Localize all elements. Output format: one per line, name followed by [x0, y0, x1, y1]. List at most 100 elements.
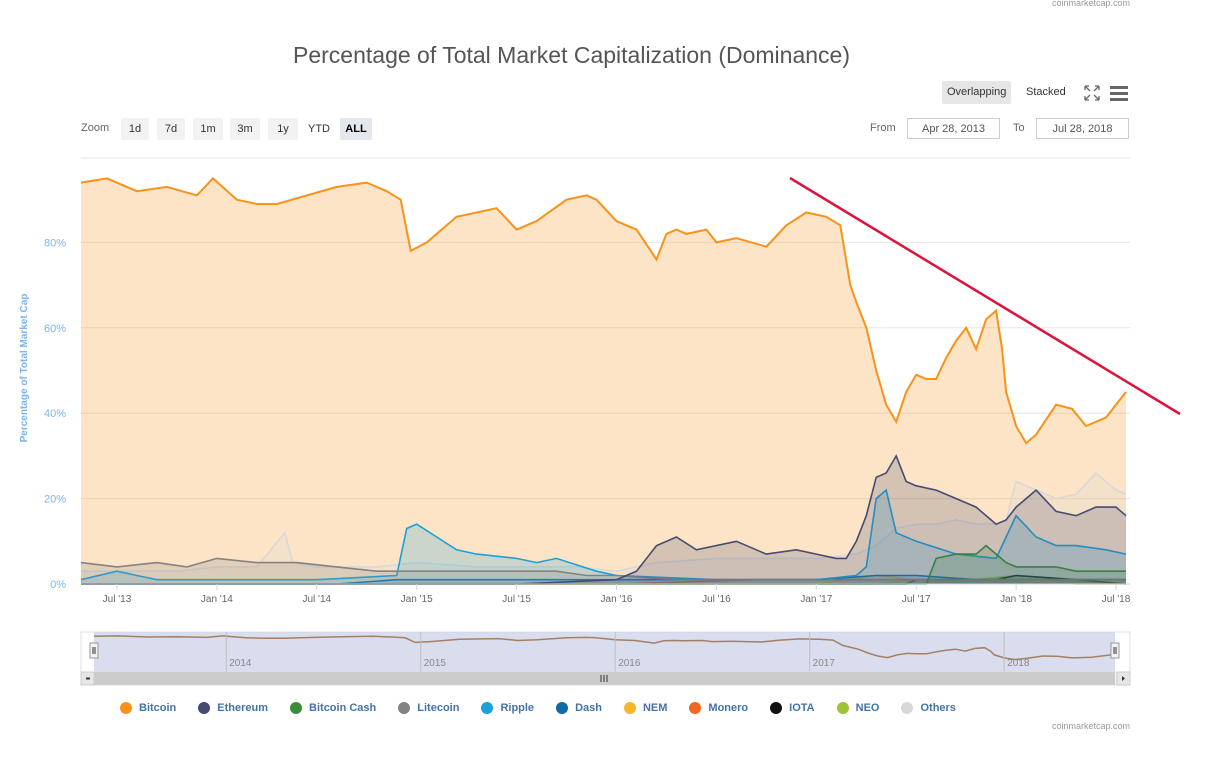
- line-ethereum[interactable]: [81, 454, 1127, 585]
- legend-label: Bitcoin Cash: [309, 702, 377, 714]
- legend-item-bitcoin[interactable]: Bitcoin: [120, 702, 176, 714]
- legend-item-ethereum[interactable]: Ethereum: [198, 702, 268, 714]
- chart-title: Percentage of Total Market Capitalizatio…: [293, 42, 850, 68]
- overlapping-button[interactable]: Overlapping: [942, 81, 1012, 104]
- y-tick-label: 60%: [44, 323, 66, 335]
- legend-marker: [481, 702, 494, 714]
- x-tick-label: Jul '14: [302, 594, 331, 605]
- y-axis: 0% 20% 40% 60% 80%: [44, 237, 66, 591]
- scrollbar-grip-icon: [600, 675, 608, 682]
- line-bitcoin-cash[interactable]: [81, 544, 1126, 585]
- stacked-button[interactable]: Stacked: [1026, 86, 1066, 98]
- area-ethereum: [81, 455, 1126, 584]
- navigator-right-handle[interactable]: [1110, 642, 1120, 659]
- zoom-ytd-button[interactable]: YTD: [308, 123, 330, 135]
- x-tick-label: Jan '17: [800, 594, 832, 605]
- navigator-tick-label: 2014: [229, 658, 252, 669]
- legend-label: IOTA: [789, 702, 815, 714]
- area-monero: [81, 579, 1126, 584]
- legend-label: Ripple: [500, 702, 535, 714]
- legend-marker: [198, 702, 211, 714]
- line-litecoin[interactable]: [80, 557, 1126, 581]
- legend-item-neo[interactable]: NEO: [836, 702, 880, 714]
- legend-marker: [689, 702, 702, 714]
- navigator[interactable]: 2014 2015 2016 2017 2018: [80, 631, 1131, 686]
- legend-marker: [623, 702, 636, 714]
- legend-label: Dash: [575, 702, 602, 714]
- legend-marker: [770, 702, 783, 714]
- y-tick-label: 40%: [44, 408, 66, 420]
- area-ripple: [81, 490, 1126, 584]
- legend-marker: [120, 702, 132, 714]
- line-bitcoin[interactable]: [80, 177, 1127, 445]
- navigator-tick-label: 2017: [813, 658, 836, 669]
- legend-marker: [398, 702, 411, 714]
- navigator-tick-label: 2018: [1007, 658, 1030, 669]
- scroll-right-arrow-icon: [1122, 676, 1125, 681]
- zoom-all-button[interactable]: ALL: [340, 118, 372, 140]
- x-tick-label: Jul '13: [103, 594, 132, 605]
- menu-icon[interactable]: [1108, 83, 1128, 103]
- to-label: To: [1013, 122, 1025, 134]
- zoom-1m-button[interactable]: 1m: [193, 118, 223, 140]
- legend-label: Bitcoin: [139, 702, 177, 714]
- legend-label: NEM: [642, 702, 668, 714]
- y-axis-title: Percentage of Total Market Cap: [19, 294, 30, 443]
- x-axis: Jul '13 Jan '14 Jul '14 Jan '15 Jul '15 Jan '…: [81, 583, 1131, 605]
- legend-marker: [901, 702, 914, 714]
- area-bitcoin-cash: [81, 545, 1126, 584]
- zoom-1d-button[interactable]: 1d: [121, 118, 149, 140]
- legend-item-litecoin[interactable]: Litecoin: [398, 702, 459, 714]
- legend-label: NEO: [855, 702, 880, 714]
- from-label: From: [870, 122, 896, 134]
- legend-item-nem[interactable]: NEM: [623, 702, 668, 714]
- legend-label: Monero: [708, 702, 749, 714]
- y-tick-label: 0%: [50, 579, 66, 591]
- legend-label: Ethereum: [217, 702, 269, 714]
- x-tick-label: Jan '15: [401, 594, 433, 605]
- x-tick-label: Jul '15: [502, 594, 531, 605]
- navigator-series-line: [93, 635, 1112, 661]
- x-tick-label: Jan '16: [601, 594, 633, 605]
- fullscreen-icon-svg: [1084, 85, 1100, 101]
- area-bitcoin: [81, 178, 1126, 584]
- fullscreen-icon[interactable]: [1082, 83, 1102, 103]
- source-credit-top: coinmarketcap.com: [1051, 0, 1130, 8]
- zoom-3m-button[interactable]: 3m: [230, 118, 260, 140]
- from-date-input[interactable]: Apr 28, 2013: [907, 118, 1000, 139]
- y-tick-label: 20%: [44, 494, 66, 506]
- area-litecoin: [81, 558, 1126, 584]
- y-tick-label: 80%: [44, 237, 66, 249]
- legend-marker: [836, 702, 849, 714]
- legend-item-others[interactable]: Others: [901, 702, 956, 714]
- legend-marker: [290, 702, 303, 714]
- legend-label: Litecoin: [417, 702, 460, 714]
- legend-item-ripple[interactable]: Ripple: [481, 702, 534, 714]
- navigator-left-handle[interactable]: [89, 642, 99, 659]
- zoom-1y-button[interactable]: 1y: [268, 118, 298, 140]
- x-tick-label: Jan '14: [201, 594, 233, 605]
- zoom-label: Zoom: [81, 122, 110, 134]
- legend-item-bitcoin-cash[interactable]: Bitcoin Cash: [290, 702, 376, 714]
- legend-item-dash[interactable]: Dash: [556, 702, 602, 714]
- x-tick-label: Jul '16: [702, 594, 731, 605]
- legend-label: Others: [920, 702, 956, 714]
- menu-icon-svg: [1110, 86, 1128, 101]
- line-ripple[interactable]: [80, 488, 1127, 581]
- legend-marker: [556, 702, 569, 714]
- x-tick-label: Jul '17: [902, 594, 931, 605]
- x-tick-label: Jan '18: [1000, 594, 1032, 605]
- series-areas: [80, 177, 1127, 585]
- navigator-tick-label: 2015: [424, 658, 447, 669]
- legend-item-iota[interactable]: IOTA: [770, 702, 815, 714]
- x-tick-label: Jul '18: [1102, 594, 1131, 605]
- to-date-input[interactable]: Jul 28, 2018: [1036, 118, 1129, 139]
- legend-item-monero[interactable]: Monero: [689, 702, 748, 714]
- zoom-7d-button[interactable]: 7d: [157, 118, 185, 140]
- legend: Bitcoin Ethereum Bitcoin Cash Litecoin Rippl…: [120, 702, 978, 714]
- navigator-tick-label: 2016: [618, 658, 641, 669]
- area-others: [81, 473, 1126, 584]
- line-others[interactable]: [81, 471, 1127, 573]
- trend-line-annotation: [789, 176, 1181, 416]
